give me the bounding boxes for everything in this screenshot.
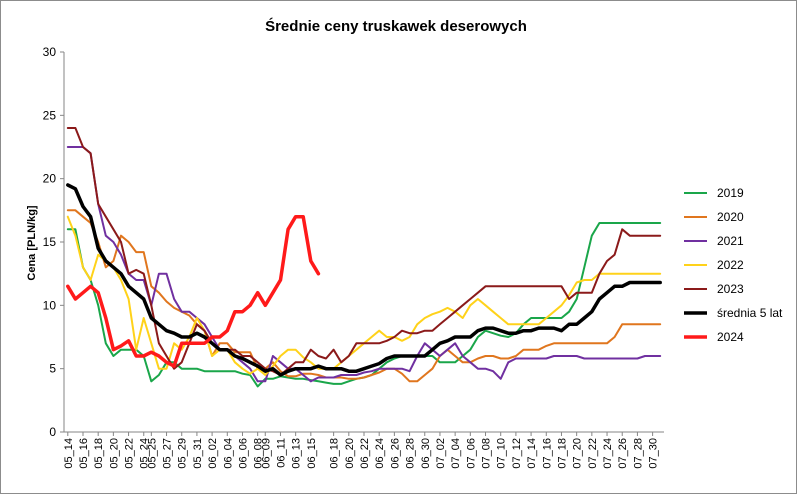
x-tick-label: 06_18 bbox=[329, 438, 341, 469]
x-tick-label: 07_28 bbox=[632, 438, 644, 469]
x-tick-label: 07_02 bbox=[435, 438, 447, 469]
x-tick-label: 05_20 bbox=[108, 438, 120, 469]
series-line-średnia-5-lat bbox=[66, 183, 662, 377]
chart-title: Średnie ceny truskawek deserowych bbox=[265, 17, 527, 35]
series-line-2023 bbox=[66, 127, 662, 376]
x-tick-label: 05_22 bbox=[124, 438, 136, 469]
x-tick-label: 07_08 bbox=[481, 438, 493, 469]
series-line-2020 bbox=[66, 209, 662, 383]
y-tick-label: 15 bbox=[43, 235, 57, 249]
legend-label: średnia 5 lat bbox=[717, 306, 783, 320]
x-tick-label: 07_30 bbox=[648, 438, 660, 469]
y-tick-label: 30 bbox=[43, 45, 57, 59]
legend-label: 2020 bbox=[717, 210, 744, 224]
x-tick-label: 06_09 bbox=[260, 438, 272, 469]
x-tick-label: 06_22 bbox=[359, 438, 371, 469]
x-tick-label: 07_20 bbox=[572, 438, 584, 469]
series-line-2024 bbox=[66, 214, 321, 368]
x-tick-label: 07_16 bbox=[541, 438, 553, 469]
x-tick-label: 06_13 bbox=[291, 438, 303, 469]
y-tick-label: 10 bbox=[43, 298, 57, 312]
legend-label: 2022 bbox=[717, 258, 744, 272]
x-tick-label: 06_24 bbox=[374, 438, 386, 469]
series-layer bbox=[66, 127, 662, 388]
x-tick-label: 06_04 bbox=[222, 438, 234, 469]
x-tick-label: 06_15 bbox=[306, 438, 318, 469]
x-tick-label: 07_26 bbox=[617, 438, 629, 469]
x-tick-label: 06_28 bbox=[405, 438, 417, 469]
x-tick-label: 05_16 bbox=[78, 438, 90, 469]
x-tick-label: 05_24 bbox=[139, 438, 151, 469]
x-tick-label: 06_08 bbox=[253, 438, 265, 469]
x-tick-label: 05_14 bbox=[63, 438, 75, 469]
x-tick-label: 07_14 bbox=[526, 438, 538, 469]
x-tick-label: 05_18 bbox=[93, 438, 105, 469]
x-tick-label: 06_02 bbox=[207, 438, 219, 469]
x-tick-label: 05_31 bbox=[192, 438, 204, 469]
legend-label: 2019 bbox=[717, 186, 744, 200]
x-tick-label: 05_27 bbox=[162, 438, 174, 469]
legend: 2019 2020 2021 2022 2023 średnia 5 lat 2024 bbox=[684, 186, 783, 344]
x-tick-label: 05_29 bbox=[177, 438, 189, 469]
x-tick-label: 07_10 bbox=[496, 438, 508, 469]
x-tick-label: 07_06 bbox=[465, 438, 477, 469]
x-tick-label: 07_12 bbox=[511, 438, 523, 469]
x-tick-label: 07_18 bbox=[556, 438, 568, 469]
x-tick-label: 06_20 bbox=[344, 438, 356, 469]
x-tick-label: 05_25 bbox=[146, 438, 158, 469]
y-axis-label: Cena [PLN/kg] bbox=[26, 205, 38, 281]
y-tick-label: 20 bbox=[43, 172, 57, 186]
series-line-2021 bbox=[66, 146, 662, 383]
x-tick-label: 06_26 bbox=[389, 438, 401, 469]
x-tick-label: 06_11 bbox=[275, 438, 287, 468]
x-tick-label: 06_06 bbox=[237, 438, 249, 469]
x-tick-label: 07_24 bbox=[602, 438, 614, 469]
legend-label: 2023 bbox=[717, 282, 744, 296]
x-tick-label: 07_22 bbox=[587, 438, 599, 469]
x-tick-label: 06_30 bbox=[420, 438, 432, 469]
y-tick-label: 0 bbox=[49, 425, 56, 439]
legend-label: 2024 bbox=[717, 330, 744, 344]
y-tick-label: 25 bbox=[43, 108, 57, 122]
legend-label: 2021 bbox=[717, 234, 744, 248]
x-tick-label: 07_04 bbox=[450, 438, 462, 469]
y-tick-label: 5 bbox=[49, 362, 56, 376]
